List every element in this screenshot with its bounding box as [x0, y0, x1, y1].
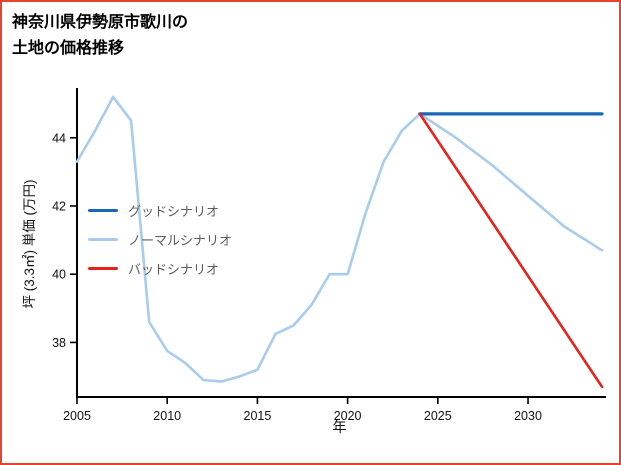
chart-title-line-2: 土地の価格推移 — [12, 39, 125, 57]
x-tick-label: 2030 — [514, 409, 542, 423]
legend-item-good-scenario: グッドシナリオ — [88, 201, 232, 220]
x-tick-label: 2025 — [424, 409, 452, 423]
legend: グッドシナリオ ノーマルシナリオ バッドシナリオ — [88, 201, 232, 278]
x-axis-label: 年 — [332, 419, 347, 435]
y-tick-label: 40 — [52, 268, 66, 282]
series-line-bad — [418, 112, 604, 389]
legend-label-good-scenario: グッドシナリオ — [128, 204, 220, 219]
x-tick-label: 2015 — [244, 409, 272, 423]
chart-title-line-1: 神奈川県伊勢原市歌川の — [12, 14, 189, 31]
y-tick-label: 38 — [52, 336, 66, 350]
x-tick-label: 2005 — [63, 409, 91, 423]
series-line-normal — [75, 95, 604, 383]
normal-scenario-line-swatch — [88, 238, 118, 241]
y-tick-label: 42 — [52, 199, 66, 213]
legend-item-bad-scenario: バッドシナリオ — [88, 259, 232, 278]
legend-label-normal-scenario: ノーマルシナリオ — [128, 233, 233, 248]
chart-title: 神奈川県伊勢原市歌川の 土地の価格推移 — [12, 10, 188, 61]
y-tick-label: 44 — [52, 131, 66, 145]
good-scenario-line-swatch — [88, 208, 118, 213]
x-tick-label: 2010 — [153, 409, 181, 423]
legend-item-normal-scenario: ノーマルシナリオ — [88, 230, 232, 249]
bad-scenario-line-swatch — [88, 267, 118, 270]
x-tick-label: 2020 — [334, 409, 362, 423]
legend-label-bad-scenario: バッドシナリオ — [128, 262, 220, 277]
y-axis-label: 坪 (3.3㎡) 単価 (万円) — [22, 179, 37, 309]
